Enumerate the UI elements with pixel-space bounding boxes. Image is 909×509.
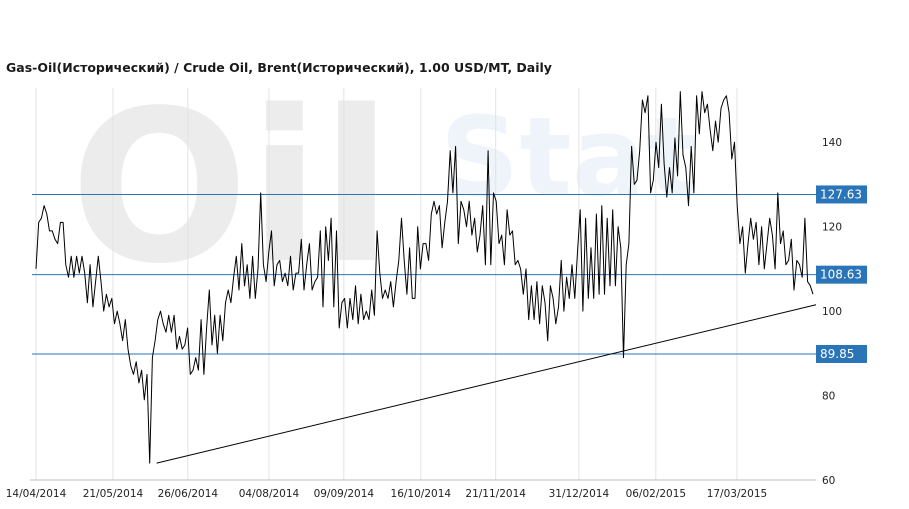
level-label: 127.63 [820, 187, 862, 201]
y-axis: 60 80 100 120 140 [822, 137, 842, 487]
x-tick-label: 26/06/2014 [158, 488, 219, 500]
level-label-box [816, 344, 867, 363]
x-axis: 14/04/2014 21/05/2014 26/06/2014 04/08/2014… [6, 488, 767, 500]
level-label-box [816, 185, 867, 204]
x-tick-label: 21/05/2014 [83, 488, 144, 500]
x-tick-label: 06/02/2015 [626, 488, 687, 500]
watermark: Oil Stat [70, 65, 699, 310]
x-tick-label: 31/12/2014 [549, 488, 610, 500]
y-tick-label: 140 [822, 137, 842, 149]
svg-text:Stat: Stat [440, 93, 699, 221]
level-label-box [816, 265, 867, 284]
x-tick-label: 21/11/2014 [465, 488, 526, 500]
grid [35, 88, 738, 480]
y-tick-label: 80 [822, 391, 835, 403]
level-label: 108.63 [820, 268, 862, 282]
x-tick-label: 09/09/2014 [314, 488, 375, 500]
y-tick-label: 100 [822, 306, 842, 318]
level-label: 89.85 [820, 347, 854, 361]
x-tick-label: 16/10/2014 [391, 488, 452, 500]
x-tick-label: 17/03/2015 [707, 488, 768, 500]
svg-text:Oil: Oil [70, 65, 393, 310]
chart-title: Gas-Oil(Исторический) / Crude Oil, Brent… [6, 60, 552, 75]
x-tick-label: 14/04/2014 [6, 488, 67, 500]
y-tick-label: 120 [822, 222, 842, 234]
trendline [156, 304, 817, 464]
x-tick-label: 04/08/2014 [239, 488, 300, 500]
levels: 127.63 108.63 89.85 [32, 185, 867, 363]
y-tick-label: 60 [822, 475, 835, 487]
series-line [35, 91, 814, 464]
